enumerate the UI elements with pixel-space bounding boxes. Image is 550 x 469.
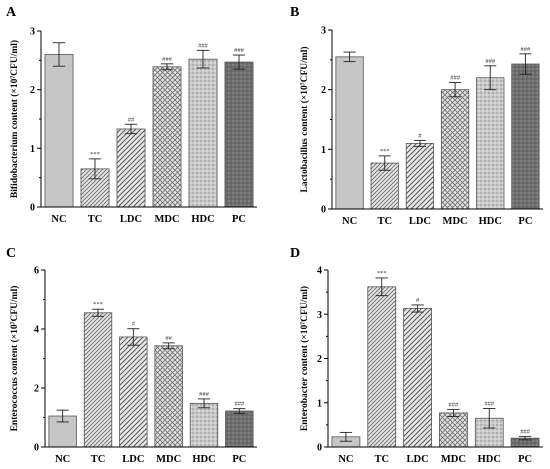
y-tick-label: 0: [34, 443, 39, 454]
panel-b: B Lactobacillus content (×10⁷CFU/ml) NC ***…: [290, 5, 543, 227]
significance-label: ###: [234, 47, 245, 54]
bar-pc: [225, 410, 254, 448]
y-tick-label: 0: [321, 205, 326, 216]
y-axis-label: Lactobacillus content (×10⁷CFU/ml): [299, 47, 310, 193]
x-tick-label: MDC: [156, 454, 181, 464]
significance-label: ##: [165, 335, 172, 342]
x-tick-label: NC: [51, 214, 66, 225]
x-tick-label: LDC: [409, 216, 431, 227]
bar-pc: [511, 63, 540, 210]
x-tick-label: PC: [232, 454, 246, 464]
bar-hdc: [476, 77, 505, 210]
bar-pc: [224, 61, 254, 208]
significance-label: ###: [199, 391, 210, 398]
y-tick-label: 0: [30, 203, 35, 214]
bar-ldc: [119, 336, 148, 448]
x-tick-label: LDC: [120, 214, 142, 225]
bar-hdc: [189, 402, 219, 448]
bar-tc: [367, 286, 397, 448]
y-axis-label: Enterococcus content (×10⁷CFU/ml): [9, 286, 20, 432]
bar-tc: [370, 162, 399, 210]
significance-label: ###: [520, 428, 531, 435]
significance-label: #: [132, 321, 136, 328]
x-tick-label: PC: [518, 454, 532, 464]
x-tick-label: HDC: [191, 214, 214, 225]
panels-group: A Bifidobacterium content (×10⁷CFU/ml) NC *…: [6, 5, 543, 465]
x-tick-label: TC: [377, 216, 392, 227]
x-tick-label: PC: [518, 216, 532, 227]
significance-label: #: [418, 132, 422, 139]
panel-c: C Enterococcus content (×10⁷CFU/ml) NC *** T…: [6, 246, 257, 465]
x-tick-label: TC: [374, 454, 389, 464]
significance-label: ###: [234, 401, 245, 408]
significance-label: ***: [377, 270, 387, 277]
significance-label: ###: [449, 401, 460, 408]
y-tick-label: 2: [34, 384, 39, 395]
y-tick-label: 2: [321, 85, 326, 96]
significance-label: ###: [484, 401, 495, 408]
x-tick-label: HDC: [479, 216, 502, 227]
significance-label: #: [416, 297, 420, 304]
panel-letter: D: [290, 246, 300, 261]
x-tick-label: NC: [55, 454, 70, 464]
y-tick-label: 3: [317, 310, 322, 321]
bar-hdc: [188, 58, 218, 208]
y-tick-label: 0: [317, 443, 322, 454]
bar-mdc: [440, 89, 470, 210]
x-tick-label: LDC: [122, 454, 144, 464]
panel-letter: B: [290, 5, 299, 20]
y-axis-label: Enterobacter content (×10⁷CFU/ml): [299, 286, 310, 431]
y-tick-label: 1: [317, 398, 322, 409]
x-tick-label: MDC: [154, 214, 179, 225]
significance-label: ***: [380, 148, 390, 155]
significance-label: ##: [128, 116, 135, 123]
bar-mdc: [152, 66, 182, 208]
y-tick-label: 1: [321, 145, 326, 156]
significance-label: ***: [90, 151, 100, 158]
y-tick-label: 1: [30, 144, 35, 155]
significance-label: ***: [93, 301, 103, 308]
y-tick-label: 6: [34, 266, 39, 277]
x-tick-label: MDC: [443, 216, 468, 227]
bar-nc: [44, 54, 74, 208]
significance-label: ###: [162, 56, 173, 63]
significance-label: ###: [450, 75, 461, 82]
x-tick-label: HDC: [478, 454, 501, 464]
bar-nc: [335, 56, 364, 210]
x-tick-label: LDC: [406, 454, 428, 464]
x-tick-label: TC: [88, 214, 103, 225]
panel-letter: A: [6, 5, 17, 20]
panel-a: A Bifidobacterium content (×10⁷CFU/ml) NC *…: [6, 5, 257, 225]
x-tick-label: NC: [342, 216, 357, 227]
significance-label: ###: [521, 46, 532, 53]
bar-tc: [83, 312, 113, 448]
panel-letter: C: [6, 246, 16, 261]
x-tick-label: MDC: [441, 454, 466, 464]
bar-ldc: [116, 128, 146, 208]
bar-mdc: [439, 412, 468, 448]
y-tick-label: 2: [317, 354, 322, 365]
bar-mdc: [154, 345, 183, 448]
y-axis-label: Bifidobacterium content (×10⁷CFU/ml): [9, 40, 20, 198]
panel-d: D Enterobacter content (×10⁷CFU/ml) NC *** T…: [290, 246, 543, 465]
y-tick-label: 3: [30, 27, 35, 38]
y-tick-label: 4: [34, 325, 39, 336]
bar-ldc: [405, 142, 435, 210]
significance-label: ###: [198, 42, 209, 49]
x-tick-label: TC: [91, 454, 106, 464]
y-tick-label: 2: [30, 85, 35, 96]
bar-ldc: [403, 308, 432, 448]
y-tick-label: 4: [317, 266, 322, 277]
x-tick-label: HDC: [192, 454, 215, 464]
x-tick-label: NC: [338, 454, 353, 464]
significance-label: ###: [485, 58, 496, 65]
x-tick-label: PC: [232, 214, 246, 225]
y-tick-label: 3: [321, 26, 326, 37]
